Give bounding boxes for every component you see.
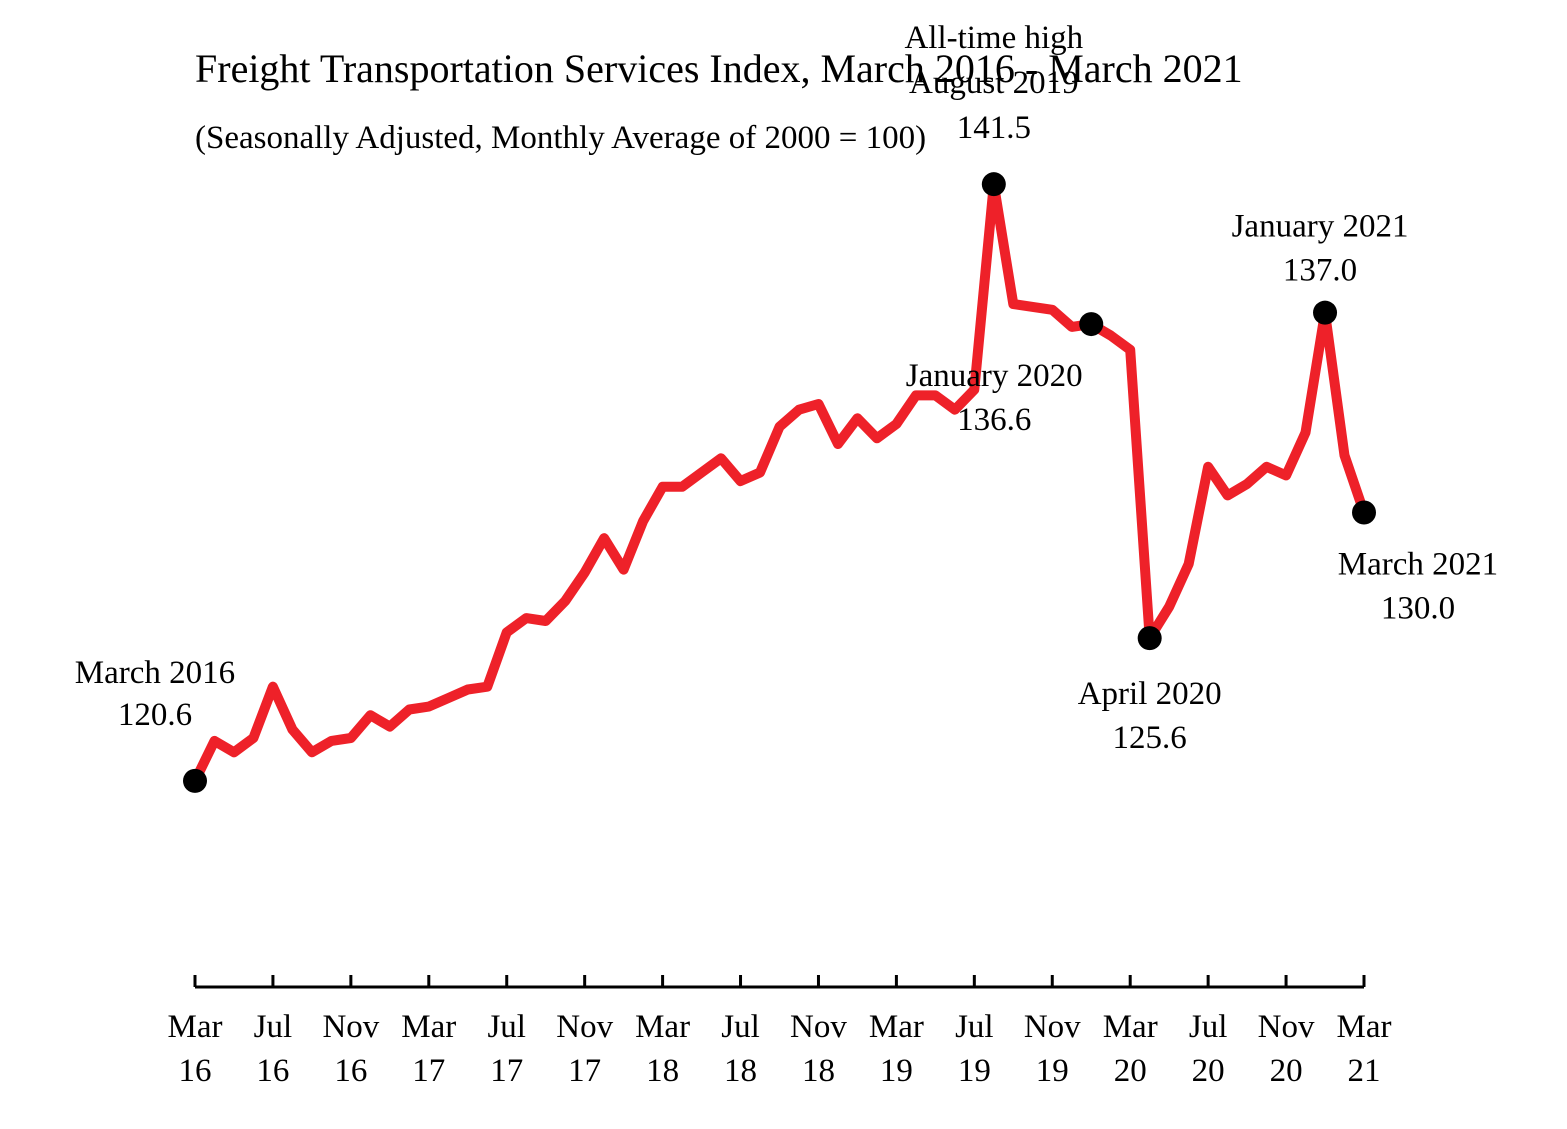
x-tick-month: Nov bbox=[1024, 1009, 1081, 1045]
x-tick-month: Mar bbox=[168, 1009, 223, 1045]
marker-layer bbox=[183, 172, 1376, 793]
annotation-label: March 2021 130.0 bbox=[1338, 547, 1498, 627]
x-tick-label: Nov 16 bbox=[322, 1009, 379, 1089]
x-tick-label: Mar 19 bbox=[869, 1009, 924, 1089]
annotation-layer: March 2016 120.6 All-time high August 2019 1… bbox=[75, 20, 1498, 756]
series-line bbox=[190, 179, 1369, 786]
x-axis: Mar 16 Jul 16 Nov 16 Mar 17 Jul 17 Nov 17 Mar 18 Jul 18… bbox=[168, 975, 1392, 1089]
annotation-label: January 2021 137.0 bbox=[1232, 209, 1409, 289]
data-point-marker bbox=[183, 768, 207, 793]
data-point-marker bbox=[1079, 312, 1104, 337]
x-tick-year: 16 bbox=[334, 1053, 367, 1089]
annotation-line: All-time high bbox=[904, 20, 1083, 56]
data-point-marker bbox=[1137, 626, 1162, 651]
x-tick-month: Nov bbox=[322, 1009, 379, 1045]
x-tick-year: 18 bbox=[802, 1053, 835, 1089]
x-tick-label: Jul 16 bbox=[254, 1009, 293, 1089]
x-tick-month: Jul bbox=[955, 1009, 994, 1045]
annotation-line: March 2016 bbox=[75, 655, 235, 691]
x-tick-year: 21 bbox=[1348, 1053, 1381, 1089]
x-tick-year: 16 bbox=[179, 1053, 212, 1089]
x-tick-month: Mar bbox=[401, 1009, 456, 1045]
x-tick-label: Mar 18 bbox=[635, 1009, 690, 1089]
x-tick-year: 16 bbox=[256, 1053, 289, 1089]
x-tick-label: Mar 20 bbox=[1103, 1009, 1158, 1089]
x-tick-month: Nov bbox=[790, 1009, 847, 1045]
annotation-line: August 2019 bbox=[909, 65, 1079, 101]
x-tick-label: Nov 19 bbox=[1024, 1009, 1081, 1089]
chart-subtitle: (Seasonally Adjusted, Monthly Average of… bbox=[195, 120, 926, 156]
x-tick-year: 20 bbox=[1114, 1053, 1147, 1089]
x-tick-year: 17 bbox=[490, 1053, 523, 1089]
x-tick-label: Nov 17 bbox=[556, 1009, 613, 1089]
x-tick-year: 20 bbox=[1192, 1053, 1225, 1089]
annotation-line: 141.5 bbox=[957, 110, 1031, 146]
x-tick-label: Mar 21 bbox=[1337, 1009, 1392, 1089]
x-tick-label: Mar 16 bbox=[168, 1009, 223, 1089]
x-tick-label: Jul 20 bbox=[1189, 1009, 1228, 1089]
x-tick-label: Jul 19 bbox=[955, 1009, 994, 1089]
x-tick-label: Jul 18 bbox=[721, 1009, 760, 1089]
annotation-line: 137.0 bbox=[1283, 253, 1357, 289]
x-tick-label: Nov 18 bbox=[790, 1009, 847, 1089]
x-tick-month: Jul bbox=[721, 1009, 760, 1045]
series-layer bbox=[190, 179, 1369, 786]
x-tick-month: Mar bbox=[869, 1009, 924, 1045]
annotation-line: 125.6 bbox=[1113, 720, 1187, 756]
x-tick-year: 17 bbox=[568, 1053, 601, 1089]
x-tick-year: 19 bbox=[1036, 1053, 1069, 1089]
x-tick-year: 18 bbox=[724, 1053, 757, 1089]
annotation-label: January 2020 136.6 bbox=[906, 358, 1083, 438]
data-point-marker bbox=[981, 172, 1006, 197]
x-tick-label: Mar 17 bbox=[401, 1009, 456, 1089]
annotation-line: 120.6 bbox=[118, 697, 192, 733]
x-tick-month: Jul bbox=[487, 1009, 526, 1045]
x-tick-month: Mar bbox=[1103, 1009, 1158, 1045]
x-tick-year: 19 bbox=[958, 1053, 991, 1089]
annotation-line: April 2020 bbox=[1078, 676, 1222, 712]
annotation-line: March 2021 bbox=[1338, 547, 1498, 583]
annotation-label: All-time high August 2019 141.5 bbox=[904, 20, 1083, 146]
x-tick-label: Jul 17 bbox=[487, 1009, 526, 1089]
x-tick-month: Nov bbox=[556, 1009, 613, 1045]
annotation-line: 130.0 bbox=[1381, 591, 1455, 627]
annotation-label: April 2020 125.6 bbox=[1078, 676, 1222, 756]
data-point-marker bbox=[1313, 300, 1338, 325]
x-tick-year: 17 bbox=[412, 1053, 445, 1089]
data-point-marker bbox=[1352, 500, 1376, 525]
annotation-label: March 2016 120.6 bbox=[75, 655, 235, 733]
x-tick-month: Mar bbox=[1337, 1009, 1392, 1045]
x-tick-label: Nov 20 bbox=[1258, 1009, 1315, 1089]
x-tick-year: 19 bbox=[880, 1053, 913, 1089]
annotation-line: January 2020 bbox=[906, 358, 1083, 394]
x-tick-month: Jul bbox=[1189, 1009, 1228, 1045]
annotation-line: 136.6 bbox=[957, 402, 1031, 438]
chart-title: Freight Transportation Services Index, M… bbox=[195, 46, 1243, 91]
x-tick-month: Mar bbox=[635, 1009, 690, 1045]
x-tick-month: Jul bbox=[254, 1009, 293, 1045]
x-tick-month: Nov bbox=[1258, 1009, 1315, 1045]
annotation-line: January 2021 bbox=[1232, 209, 1409, 245]
x-tick-year: 18 bbox=[646, 1053, 679, 1089]
x-tick-year: 20 bbox=[1270, 1053, 1303, 1089]
